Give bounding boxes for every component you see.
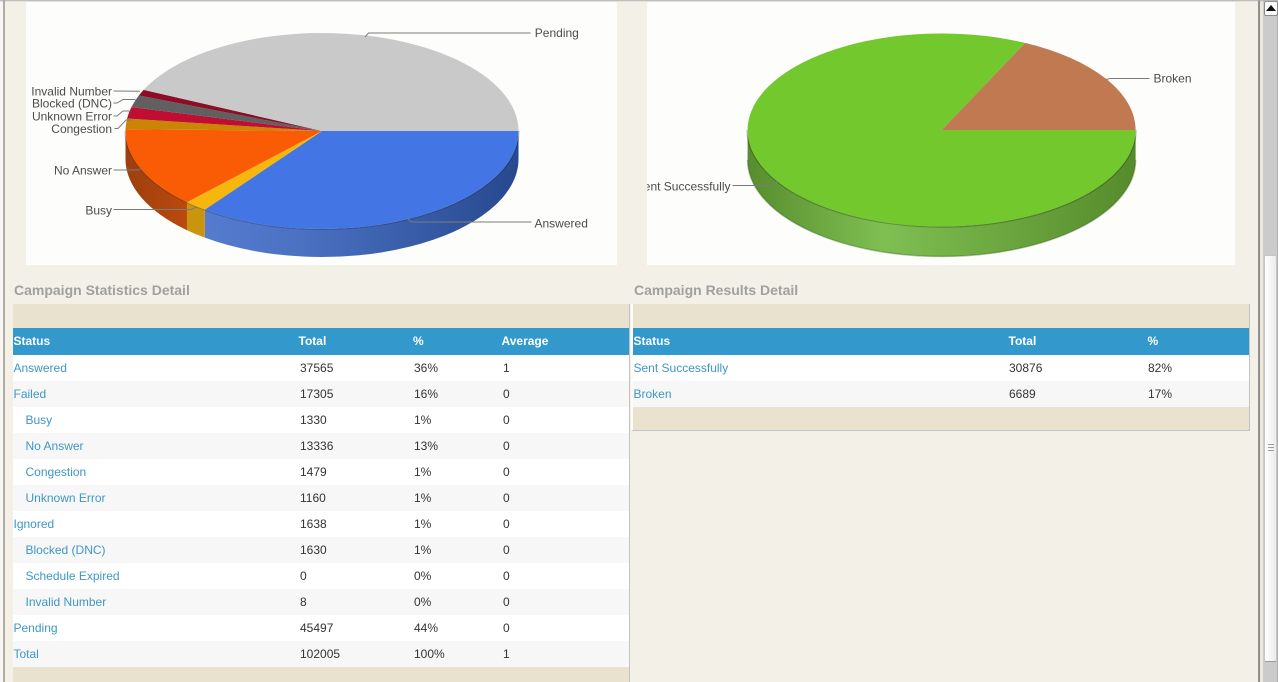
svg-text:Broken: Broken xyxy=(1154,72,1192,86)
svg-text:Congestion: Congestion xyxy=(51,122,112,136)
svg-text:No Answer: No Answer xyxy=(54,163,112,177)
svg-text:Pending: Pending xyxy=(535,26,579,40)
svg-text:Unknown Error: Unknown Error xyxy=(32,109,112,123)
svg-text:Answered: Answered xyxy=(535,217,588,231)
svg-text:Invalid Number: Invalid Number xyxy=(31,84,112,98)
svg-text:Busy: Busy xyxy=(85,203,112,217)
svg-text:Blocked (DNC): Blocked (DNC) xyxy=(32,96,112,110)
svg-text:Sent Successfully: Sent Successfully xyxy=(647,179,731,193)
